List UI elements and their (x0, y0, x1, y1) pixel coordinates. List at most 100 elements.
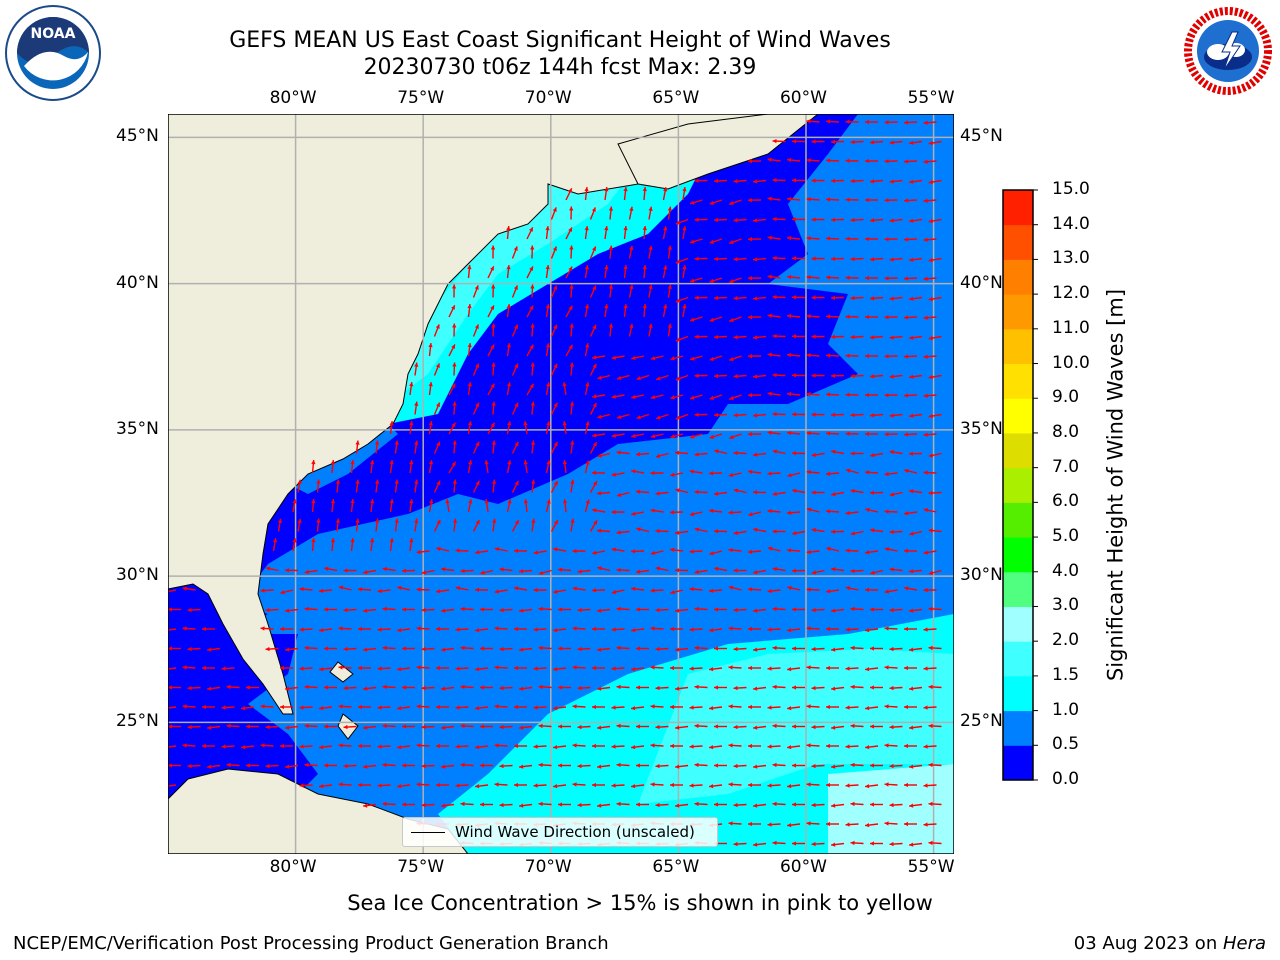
wave-direction-arrow (831, 647, 845, 652)
wave-direction-arrow (787, 666, 801, 672)
wave-direction-arrow (904, 704, 917, 710)
wave-direction-arrow (436, 782, 449, 788)
wave-direction-arrow (806, 275, 820, 280)
wave-direction-arrow (636, 607, 649, 612)
wave-direction-arrow (530, 323, 535, 337)
wave-direction-arrow (650, 470, 664, 476)
wave-direction-arrow (928, 296, 942, 302)
wave-direction-arrow (545, 226, 550, 240)
wave-direction-arrow (909, 803, 923, 808)
wave-direction-arrow (709, 238, 723, 244)
wave-direction-arrow (733, 296, 747, 301)
lon-tick-label-top: 55°W (907, 88, 955, 108)
wave-direction-arrow (304, 645, 318, 651)
wave-direction-arrow (616, 684, 630, 690)
wave-direction-arrow (928, 218, 942, 224)
wave-direction-arrow (611, 433, 625, 438)
wave-direction-arrow (786, 274, 801, 280)
wave-direction-arrow (908, 569, 923, 574)
wave-direction-arrow (709, 744, 723, 750)
wave-direction-arrow (806, 782, 820, 787)
wave-direction-arrow (670, 394, 684, 400)
wave-direction-arrow (499, 567, 513, 572)
wave-direction-arrow (597, 413, 611, 419)
wave-direction-arrow (421, 763, 435, 769)
wave-direction-arrow (923, 237, 937, 242)
wave-direction-arrow (733, 413, 747, 418)
wave-direction-arrow (870, 763, 883, 768)
wave-direction-arrow (767, 352, 781, 357)
wave-direction-arrow (694, 178, 708, 183)
wave-direction-arrow (792, 802, 805, 807)
wave-direction-arrow (168, 763, 181, 768)
wave-direction-arrow (870, 452, 884, 458)
wave-direction-arrow (616, 606, 630, 612)
wave-direction-arrow (909, 489, 923, 494)
wave-direction-arrow (825, 471, 840, 476)
wave-direction-arrow (655, 491, 669, 496)
wave-direction-arrow (909, 530, 923, 536)
wave-direction-arrow (791, 295, 806, 300)
wave-direction-arrow (207, 686, 221, 691)
wave-direction-arrow (357, 587, 372, 592)
wave-direction-arrow (811, 802, 825, 808)
wave-direction-arrow (319, 666, 333, 672)
wave-direction-arrow (903, 548, 918, 553)
wave-direction-arrow (260, 626, 274, 631)
wave-direction-arrows (168, 119, 942, 847)
wave-direction-arrow (472, 480, 480, 493)
wave-direction-arrow (382, 684, 396, 690)
wave-direction-arrow (845, 705, 859, 710)
wave-direction-arrow (441, 686, 455, 691)
wave-direction-arrow (628, 245, 634, 259)
wave-direction-arrow (616, 723, 630, 729)
wave-direction-arrow (494, 782, 508, 787)
wave-direction-arrow (791, 451, 806, 456)
lon-tick-label-top: 80°W (269, 88, 317, 108)
wave-direction-arrow (752, 257, 767, 262)
wave-direction-arrow (491, 401, 496, 415)
wave-direction-arrow (923, 508, 937, 513)
wave-direction-arrow (487, 344, 495, 357)
wave-direction-arrow (869, 490, 884, 495)
wave-direction-arrow (909, 218, 923, 223)
wave-direction-arrow (675, 257, 689, 264)
wave-direction-arrow (467, 460, 473, 474)
wave-direction-arrow (428, 499, 434, 513)
wave-direction-arrow (830, 412, 845, 417)
colorbar-tick-label: 5.0 (1052, 526, 1080, 547)
wave-direction-arrow (475, 783, 489, 789)
wave-direction-arrow (670, 355, 684, 361)
wave-direction-arrow (811, 452, 825, 458)
wave-direction-arrow (786, 196, 801, 202)
wave-direction-arrow (436, 589, 450, 594)
colorbar-frame (1002, 189, 1034, 781)
wave-direction-arrow (416, 743, 430, 748)
wave-direction-arrow (592, 508, 606, 513)
wave-direction-arrow (670, 704, 683, 710)
colorbar-segment (1003, 467, 1033, 503)
wave-direction-arrow (604, 187, 609, 201)
wave-direction-arrow (569, 362, 575, 376)
wave-direction-arrow (806, 665, 820, 670)
wave-direction-arrow (631, 586, 645, 592)
wave-direction-arrow (491, 479, 497, 493)
wave-direction-arrow (480, 569, 494, 575)
wave-direction-arrow (928, 645, 942, 651)
wave-direction-arrow (553, 705, 567, 711)
wave-direction-arrow (733, 179, 747, 184)
wave-direction-arrow (884, 159, 898, 164)
wave-direction-arrow (343, 685, 357, 691)
wave-direction-arrow (850, 256, 864, 262)
wave-direction-arrow (577, 685, 591, 691)
wave-direction-arrow (850, 217, 864, 223)
wave-direction-arrow (472, 285, 479, 298)
wave-direction-arrow (752, 296, 767, 301)
wave-direction-arrow (909, 764, 923, 769)
wave-direction-arrow (409, 460, 414, 474)
wave-direction-arrow (389, 460, 394, 474)
lon-tick-label-bottom: 75°W (397, 857, 445, 877)
wave-direction-arrow (674, 450, 689, 455)
wave-direction-arrow (870, 528, 884, 533)
wave-direction-arrow (709, 355, 723, 361)
